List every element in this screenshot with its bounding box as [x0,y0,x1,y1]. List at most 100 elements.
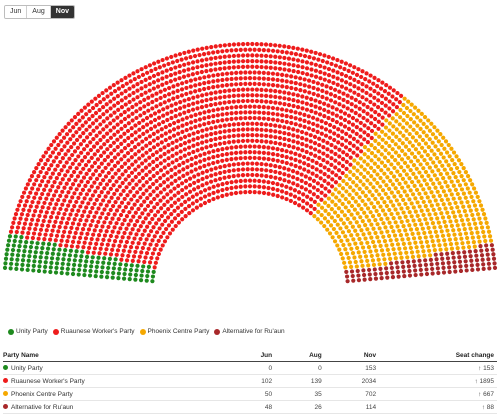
seat-1 [122,196,127,202]
seat-2 [348,220,353,225]
legend-item-pcp[interactable]: Phoenix Centre Party [139,328,209,335]
seat-1 [353,110,358,116]
seat-1 [306,120,311,125]
seat-1 [353,97,358,102]
seat-2 [438,247,443,252]
seat-3 [362,272,367,278]
seat-1 [202,81,207,86]
seat-1 [302,112,307,117]
seat-2 [447,154,452,159]
seat-1 [277,89,282,94]
seat-1 [108,99,113,104]
seat-1 [67,156,72,161]
seat-1 [135,219,140,224]
tab-jun[interactable]: Jun [5,6,28,18]
seat-1 [238,150,243,155]
seat-1 [317,142,322,148]
seat-1 [289,51,294,56]
seat-1 [270,111,276,116]
seat-1 [122,218,127,223]
seat-2 [416,179,421,184]
seat-1 [170,140,175,145]
seat-2 [399,157,405,162]
seat-1 [318,162,323,168]
seat-1 [273,89,278,94]
seat-1 [130,111,135,116]
seat-1 [177,52,183,57]
seat-1 [297,203,302,208]
seat-1 [164,80,169,86]
seat-1 [154,157,160,162]
seat-1 [368,73,373,78]
party-cell: Unity Party [3,361,229,375]
seat-2 [451,196,456,201]
seat-1 [119,126,124,131]
tab-nov[interactable]: Nov [50,6,74,18]
seat-2 [409,201,414,206]
seat-1 [333,100,338,105]
seat-1 [106,170,111,176]
seat-1 [118,239,124,244]
seat-2 [469,231,474,236]
parliament-chart [2,41,498,284]
seat-1 [109,151,114,156]
seat-1 [261,110,266,115]
seat-2 [365,162,370,167]
seat-2 [411,205,416,210]
seat-1 [193,167,198,172]
seat-1 [259,42,264,47]
seat-1 [108,143,113,149]
seat-1 [286,132,291,137]
seat-2 [400,148,405,153]
seat-2 [379,196,384,201]
seat-1 [327,79,332,84]
seat-1 [298,123,303,128]
seat-1 [318,76,323,81]
seat-1 [215,189,221,194]
seat-1 [250,121,255,126]
seat-1 [243,47,248,52]
seat-1 [328,98,334,103]
seat-1 [43,150,49,155]
seat-1 [36,236,41,241]
seat-2 [439,211,444,216]
seat-1 [119,157,124,162]
seat-0 [9,261,14,266]
seat-2 [423,191,428,196]
tab-aug[interactable]: Aug [27,6,51,18]
seat-1 [291,98,296,103]
legend-item-unity[interactable]: Unity Party [8,328,48,335]
seat-1 [168,189,173,194]
seat-1 [182,147,187,152]
seat-2 [414,227,420,232]
seat-0 [110,275,115,280]
seat-2 [455,179,460,184]
seat-2 [331,226,336,232]
seat-1 [27,208,32,213]
legend-item-afr[interactable]: Alternative for Ru'aun [214,328,285,335]
seat-1 [32,182,37,187]
seat-1 [348,82,353,87]
seat-2 [389,162,394,167]
seat-1 [140,153,145,158]
seat-2 [377,262,382,267]
seat-2 [413,209,418,214]
seat-1 [213,55,218,61]
seat-1 [238,116,243,121]
seat-1 [375,84,380,89]
seat-1 [147,75,152,80]
legend-item-rwp[interactable]: Ruaunese Worker's Party [52,328,135,335]
seat-1 [211,73,216,78]
seat-2 [354,264,359,269]
seat-1 [318,64,323,69]
seat-1 [152,124,158,129]
seat-2 [408,108,413,114]
seat-1 [171,133,177,138]
seat-0 [93,273,98,279]
seat-1 [252,115,257,121]
seat-0 [59,270,64,276]
seat-1 [317,100,322,105]
seat-2 [459,173,464,179]
seat-1 [143,84,148,89]
seat-2 [398,173,403,178]
